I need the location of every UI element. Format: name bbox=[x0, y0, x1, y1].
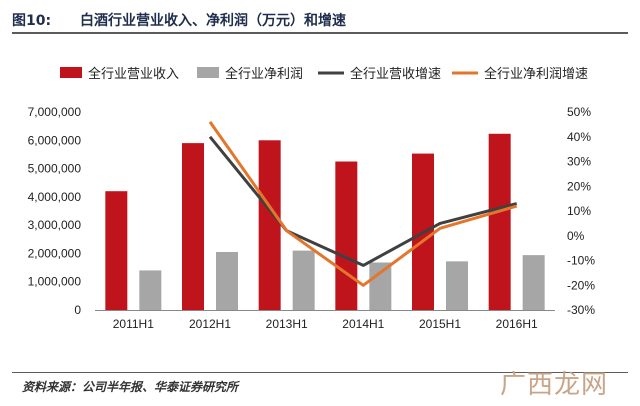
profit-bar bbox=[292, 250, 315, 310]
y-left-tick-label: 6,000,000 bbox=[28, 133, 82, 147]
y-right-tick-label: 0% bbox=[567, 229, 585, 243]
profit-growth-line bbox=[208, 121, 518, 287]
revenue-bar bbox=[182, 143, 204, 310]
y-left-tick-label: 1,000,000 bbox=[28, 275, 82, 289]
profit-bar bbox=[216, 252, 238, 310]
x-tick-label: 2012H1 bbox=[189, 317, 231, 331]
y-right-tick-label: 40% bbox=[567, 130, 591, 144]
profit-bar bbox=[522, 255, 545, 310]
x-tick-label: 2015H1 bbox=[419, 317, 461, 331]
y-left-tick-label: 5,000,000 bbox=[28, 162, 82, 176]
x-tick-label: 2011H1 bbox=[113, 317, 154, 331]
source-divider bbox=[12, 372, 628, 373]
y-right-tick-label: -30% bbox=[567, 303, 595, 317]
y-right-tick-label: 30% bbox=[567, 155, 591, 169]
x-tick-label: 2016H1 bbox=[496, 317, 538, 331]
y-right-tick-label: 20% bbox=[567, 179, 591, 193]
x-tick-label: 2013H1 bbox=[266, 317, 308, 331]
y-right-tick-label: 50% bbox=[567, 105, 591, 119]
y-left-tick-label: 2,000,000 bbox=[28, 246, 82, 260]
figure-header: 图10: 白酒行业营业收入、净利润（万元）和增速 bbox=[12, 8, 628, 34]
y-right-tick-label: -10% bbox=[567, 254, 595, 268]
legend-swatch-0 bbox=[60, 67, 82, 78]
revenue-bar bbox=[335, 161, 358, 310]
watermark: 广西龙网 bbox=[500, 370, 609, 400]
profit-bar bbox=[139, 270, 162, 310]
y-left-tick-label: 0 bbox=[74, 303, 81, 317]
y-left-tick-label: 4,000,000 bbox=[28, 190, 82, 204]
chart-title: 白酒行业营业收入、净利润（万元）和增速 bbox=[80, 13, 346, 29]
legend-label-0: 全行业营业收入 bbox=[88, 66, 179, 81]
revenue-bar bbox=[105, 191, 128, 310]
y-right-tick-label: -20% bbox=[567, 278, 595, 292]
revenue-bar bbox=[488, 133, 511, 310]
source-note: 资料来源：公司半年报、华泰证券研究所 bbox=[22, 380, 239, 394]
profit-bar bbox=[446, 261, 468, 310]
x-tick-label: 2014H1 bbox=[342, 317, 384, 331]
revenue-growth-line bbox=[208, 135, 518, 267]
legend-label-1: 全行业净利润 bbox=[225, 66, 303, 81]
figure-label: 图10: bbox=[12, 13, 52, 29]
legend-swatch-1 bbox=[197, 67, 219, 78]
legend-label-2: 全行业营收增速 bbox=[350, 66, 441, 81]
profit-bar bbox=[369, 262, 392, 310]
y-left-tick-label: 7,000,000 bbox=[28, 105, 82, 119]
revenue-bar bbox=[258, 140, 281, 310]
y-left-tick-label: 3,000,000 bbox=[28, 218, 82, 232]
title-divider bbox=[12, 32, 628, 34]
y-right-tick-label: 10% bbox=[567, 204, 591, 218]
legend-label-3: 全行业净利润增速 bbox=[484, 66, 588, 81]
